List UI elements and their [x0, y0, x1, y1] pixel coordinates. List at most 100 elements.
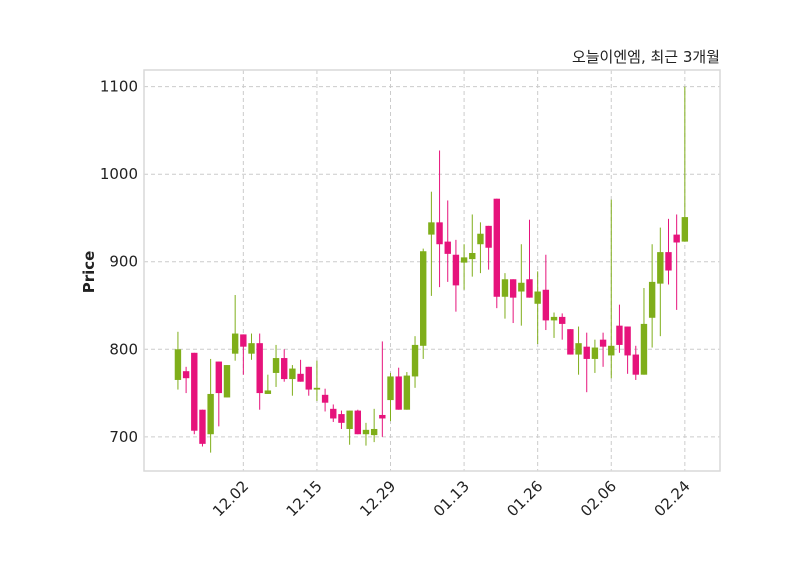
candle-body: [559, 316, 566, 324]
candle-down: [215, 361, 223, 427]
candle-down: [281, 349, 288, 382]
candle-body: [411, 344, 419, 377]
candle-body: [428, 222, 435, 235]
candle-body: [182, 371, 190, 379]
candle-up: [477, 222, 484, 274]
candle-body: [632, 354, 639, 375]
candle-down: [583, 332, 590, 393]
x-tick-label: 01.13: [430, 477, 473, 520]
candle-body: [640, 323, 648, 375]
candle-down: [444, 200, 451, 282]
candle-body: [370, 428, 378, 436]
candle-body: [665, 252, 672, 271]
candle-up: [657, 227, 664, 337]
x-tick-label: 12.29: [356, 477, 399, 520]
y-tick-label: 800: [109, 340, 138, 358]
candle-body: [231, 333, 239, 354]
candle-body: [583, 346, 590, 359]
candle-body: [174, 349, 182, 380]
candle-body: [469, 252, 476, 260]
candle-body: [281, 358, 288, 380]
candle-body: [534, 291, 541, 304]
candle-up: [460, 244, 468, 290]
candle-up: [370, 408, 378, 443]
candle-up: [411, 336, 419, 388]
candle-body: [501, 279, 509, 297]
candle-up: [362, 422, 370, 446]
candle-down: [379, 341, 386, 437]
y-axis-label: Price: [80, 251, 98, 294]
candle-body: [591, 347, 599, 359]
candle-body: [599, 339, 607, 347]
candle-body: [460, 257, 468, 263]
candle-down: [567, 329, 574, 355]
candle-up: [313, 360, 321, 401]
candle-body: [346, 410, 353, 429]
candle-down: [624, 326, 631, 374]
candle-body: [289, 368, 296, 380]
candle-body: [305, 366, 312, 390]
candle-body: [223, 365, 231, 398]
y-tick-label: 700: [109, 428, 138, 446]
candle-body: [681, 217, 689, 242]
candle-up: [174, 331, 182, 390]
candle-up: [387, 372, 394, 422]
candle-body: [526, 279, 533, 298]
candle-body: [354, 410, 362, 435]
candle-down: [509, 279, 517, 324]
candle-body: [477, 233, 484, 245]
candle-up: [231, 295, 239, 361]
candle-up: [346, 410, 353, 445]
candle-down: [305, 366, 312, 396]
candle-up: [608, 199, 615, 379]
candle-body: [616, 325, 623, 345]
candle-body: [272, 358, 280, 373]
candle-body: [321, 394, 329, 403]
candle-down: [616, 304, 623, 353]
candle-down: [395, 367, 402, 410]
candle-up: [248, 333, 255, 360]
candle-body: [403, 375, 411, 410]
candle-body: [493, 198, 500, 297]
candle-up: [469, 214, 476, 277]
candle-body: [436, 222, 443, 245]
candle-body: [542, 289, 550, 321]
candle-down: [182, 366, 190, 394]
candle-down: [436, 150, 443, 288]
candle-down: [321, 388, 329, 412]
candle-down: [673, 214, 680, 310]
x-tick-label: 02.24: [651, 477, 694, 520]
candle-body: [297, 373, 304, 382]
candle-down: [599, 332, 607, 367]
candle-body: [264, 390, 272, 394]
candle-up: [264, 374, 272, 394]
candle-up: [518, 244, 525, 326]
candle-body: [207, 393, 214, 435]
candle-body: [550, 316, 558, 321]
candle-down: [542, 254, 550, 331]
x-tick-label: 01.26: [503, 477, 546, 520]
candle-body: [624, 326, 631, 356]
candle-up: [591, 339, 599, 373]
axes: 700 800 900 1000 1100 12.02 12.15 12.29 01.13 01.…: [100, 78, 694, 521]
candle-down: [493, 198, 500, 309]
candles: [174, 86, 689, 453]
candle-down: [354, 409, 362, 435]
candle-body: [444, 241, 451, 254]
candle-up: [420, 248, 427, 359]
candle-down: [330, 404, 337, 422]
candle-body: [518, 282, 525, 292]
x-tick-label: 12.02: [209, 477, 252, 520]
candle-body: [452, 254, 460, 286]
candle-body: [215, 361, 223, 394]
candle-down: [256, 333, 263, 410]
candle-body: [313, 387, 321, 390]
candle-body: [379, 414, 386, 419]
candle-body: [330, 408, 337, 419]
candle-up: [550, 312, 558, 338]
candle-up: [648, 244, 656, 348]
candle-body: [608, 345, 615, 356]
chart-title: 오늘이엔엠, 최근 3개월: [572, 48, 720, 66]
candle-up: [272, 344, 280, 387]
